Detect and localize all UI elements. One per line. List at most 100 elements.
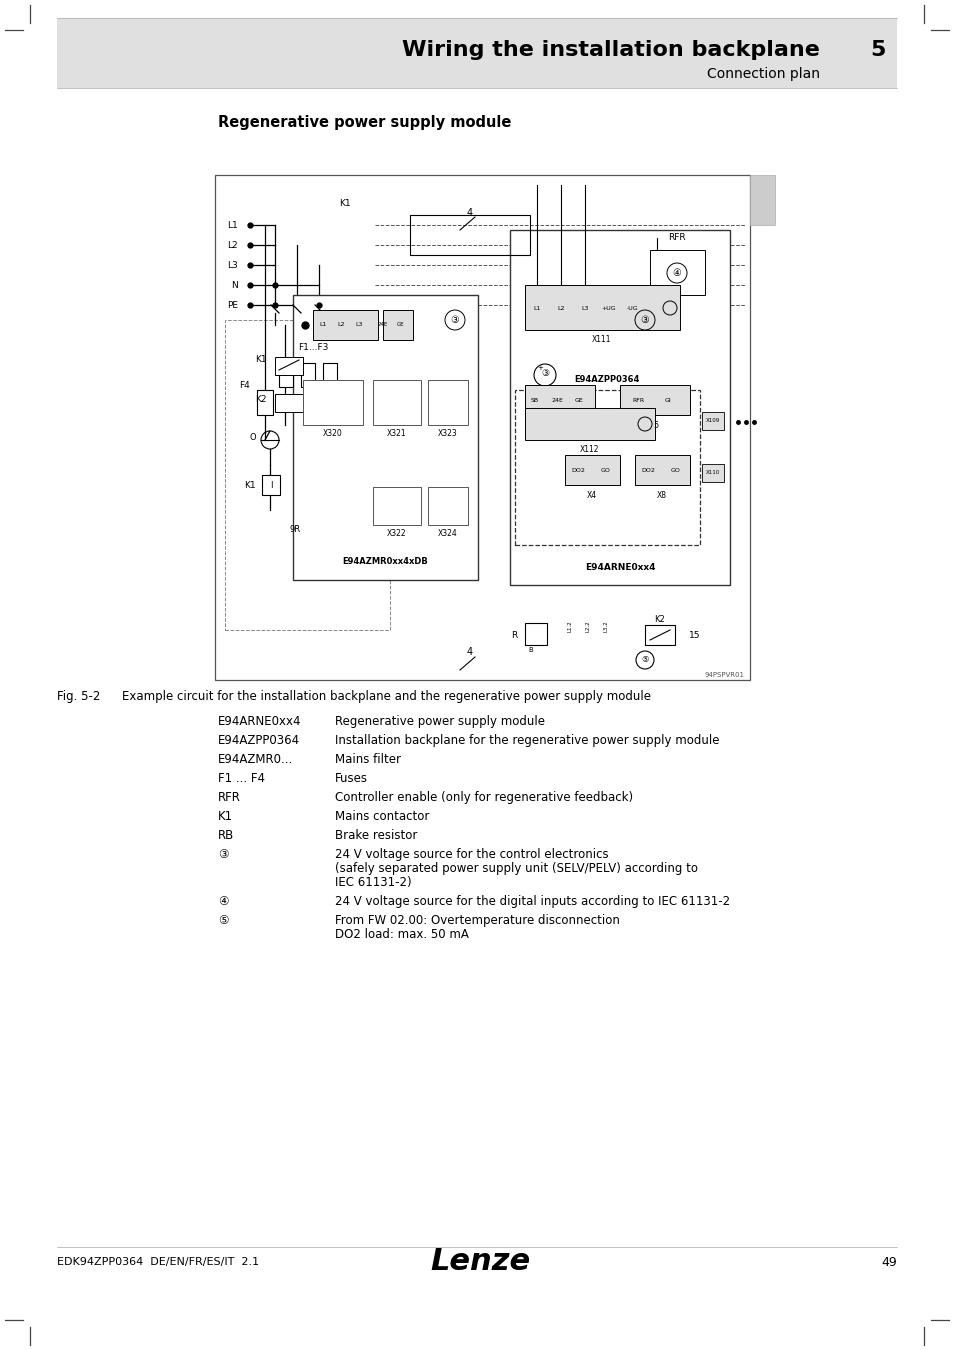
Bar: [293, 296, 477, 580]
Text: E94AZPP0364: E94AZPP0364: [218, 734, 300, 747]
Text: L3.2: L3.2: [603, 620, 608, 632]
Bar: [701, 412, 723, 431]
Text: 4: 4: [466, 647, 473, 657]
Text: Regenerative power supply module: Regenerative power supply module: [218, 115, 511, 130]
Text: GE: GE: [574, 397, 583, 402]
Text: PE: PE: [227, 301, 237, 309]
Bar: [373, 487, 420, 525]
Text: F1 ... F4: F1 ... F4: [218, 772, 265, 784]
Text: E94ARNE0xx4: E94ARNE0xx4: [584, 563, 655, 571]
Bar: [303, 379, 363, 425]
Bar: [649, 250, 704, 296]
Text: L3: L3: [580, 305, 588, 310]
Text: L2: L2: [605, 421, 613, 427]
Text: ③: ③: [450, 315, 459, 325]
Text: X322: X322: [387, 528, 406, 537]
Text: Controller enable (only for regenerative feedback): Controller enable (only for regenerative…: [335, 791, 633, 805]
Bar: [301, 363, 314, 387]
Text: L1: L1: [581, 421, 589, 427]
Text: B: B: [528, 647, 533, 653]
Text: GO: GO: [670, 467, 680, 472]
Text: F1...F3: F1...F3: [297, 343, 328, 351]
Text: Wiring the installation backplane: Wiring the installation backplane: [402, 40, 820, 59]
Bar: [274, 394, 303, 412]
Text: I: I: [270, 481, 272, 490]
Text: X324: X324: [437, 528, 457, 537]
Text: L3: L3: [227, 261, 237, 270]
Bar: [323, 363, 336, 387]
Text: +UG: +UG: [601, 305, 616, 310]
Bar: [564, 455, 619, 485]
Text: X321: X321: [387, 428, 406, 437]
Bar: [256, 390, 273, 414]
Text: K2: K2: [254, 396, 266, 405]
Text: 15: 15: [688, 630, 700, 640]
Text: L1: L1: [533, 305, 540, 310]
Text: X111: X111: [592, 336, 611, 344]
Text: N: N: [231, 281, 237, 289]
Text: E94AZMR0...: E94AZMR0...: [218, 753, 293, 765]
Text: +: +: [537, 364, 542, 371]
Text: L3: L3: [630, 421, 638, 427]
Text: X5: X5: [649, 420, 659, 429]
Text: 24 V voltage source for the digital inputs according to IEC 61131-2: 24 V voltage source for the digital inpu…: [335, 895, 729, 909]
Text: ③: ③: [640, 315, 649, 325]
Text: L1: L1: [319, 323, 326, 328]
Bar: [313, 310, 377, 340]
Text: X8: X8: [657, 490, 666, 500]
Text: Connection plan: Connection plan: [706, 68, 820, 81]
Text: 24 V voltage source for the control electronics: 24 V voltage source for the control elec…: [335, 848, 608, 861]
Text: Rb1: Rb1: [532, 421, 543, 427]
Text: K2: K2: [654, 616, 664, 625]
Text: GO: GO: [600, 467, 610, 472]
Text: RFR: RFR: [631, 397, 643, 402]
Text: K1: K1: [244, 481, 255, 490]
Text: L2: L2: [557, 305, 564, 310]
Text: Brake resistor: Brake resistor: [335, 829, 416, 842]
Text: GI: GI: [664, 397, 671, 402]
Text: F4: F4: [239, 381, 250, 390]
Bar: [278, 363, 293, 387]
Text: RFR: RFR: [667, 234, 685, 243]
Text: 24E: 24E: [377, 323, 388, 328]
Text: Fuses: Fuses: [335, 772, 368, 784]
Text: K1: K1: [254, 355, 266, 364]
Text: DO2 load: max. 50 mA: DO2 load: max. 50 mA: [335, 927, 468, 941]
Text: ⑤: ⑤: [640, 656, 648, 664]
Text: L2: L2: [337, 323, 344, 328]
Text: 49: 49: [881, 1256, 896, 1269]
Bar: [410, 215, 530, 255]
Text: X4: X4: [586, 490, 597, 500]
Text: K1: K1: [339, 198, 351, 208]
Bar: [635, 455, 689, 485]
Bar: [524, 408, 655, 440]
Text: From FW 02.00: Overtemperature disconnection: From FW 02.00: Overtemperature disconnec…: [335, 914, 619, 927]
Text: Mains contactor: Mains contactor: [335, 810, 429, 824]
Text: DO2: DO2: [571, 467, 584, 472]
Text: L1.2: L1.2: [567, 620, 572, 632]
Bar: [57, 18, 896, 88]
Text: E94AZPP0364: E94AZPP0364: [574, 375, 639, 385]
Text: 94PSPVR01: 94PSPVR01: [704, 672, 744, 678]
Text: EDK94ZPP0364  DE/EN/FR/ES/IT  2.1: EDK94ZPP0364 DE/EN/FR/ES/IT 2.1: [57, 1257, 259, 1268]
Text: RB: RB: [218, 829, 234, 842]
Text: L2.2: L2.2: [585, 620, 590, 632]
Text: DO2: DO2: [640, 467, 655, 472]
Text: X109: X109: [705, 418, 720, 424]
Text: 24E: 24E: [551, 397, 562, 402]
Text: ③: ③: [218, 848, 229, 861]
Text: O: O: [249, 433, 255, 443]
Text: IEC 61131-2): IEC 61131-2): [335, 876, 411, 890]
Text: Regenerative power supply module: Regenerative power supply module: [335, 716, 544, 728]
Text: K1: K1: [218, 810, 233, 824]
Text: ⑤: ⑤: [218, 914, 229, 927]
Text: X320: X320: [323, 428, 342, 437]
Text: X112: X112: [579, 446, 599, 455]
Text: E94ARNE0xx4: E94ARNE0xx4: [218, 716, 301, 728]
Bar: [428, 379, 468, 425]
Bar: [373, 379, 420, 425]
Text: 9R: 9R: [290, 525, 301, 535]
Bar: [524, 285, 679, 329]
Text: ④: ④: [672, 269, 680, 278]
Text: L3: L3: [355, 323, 362, 328]
